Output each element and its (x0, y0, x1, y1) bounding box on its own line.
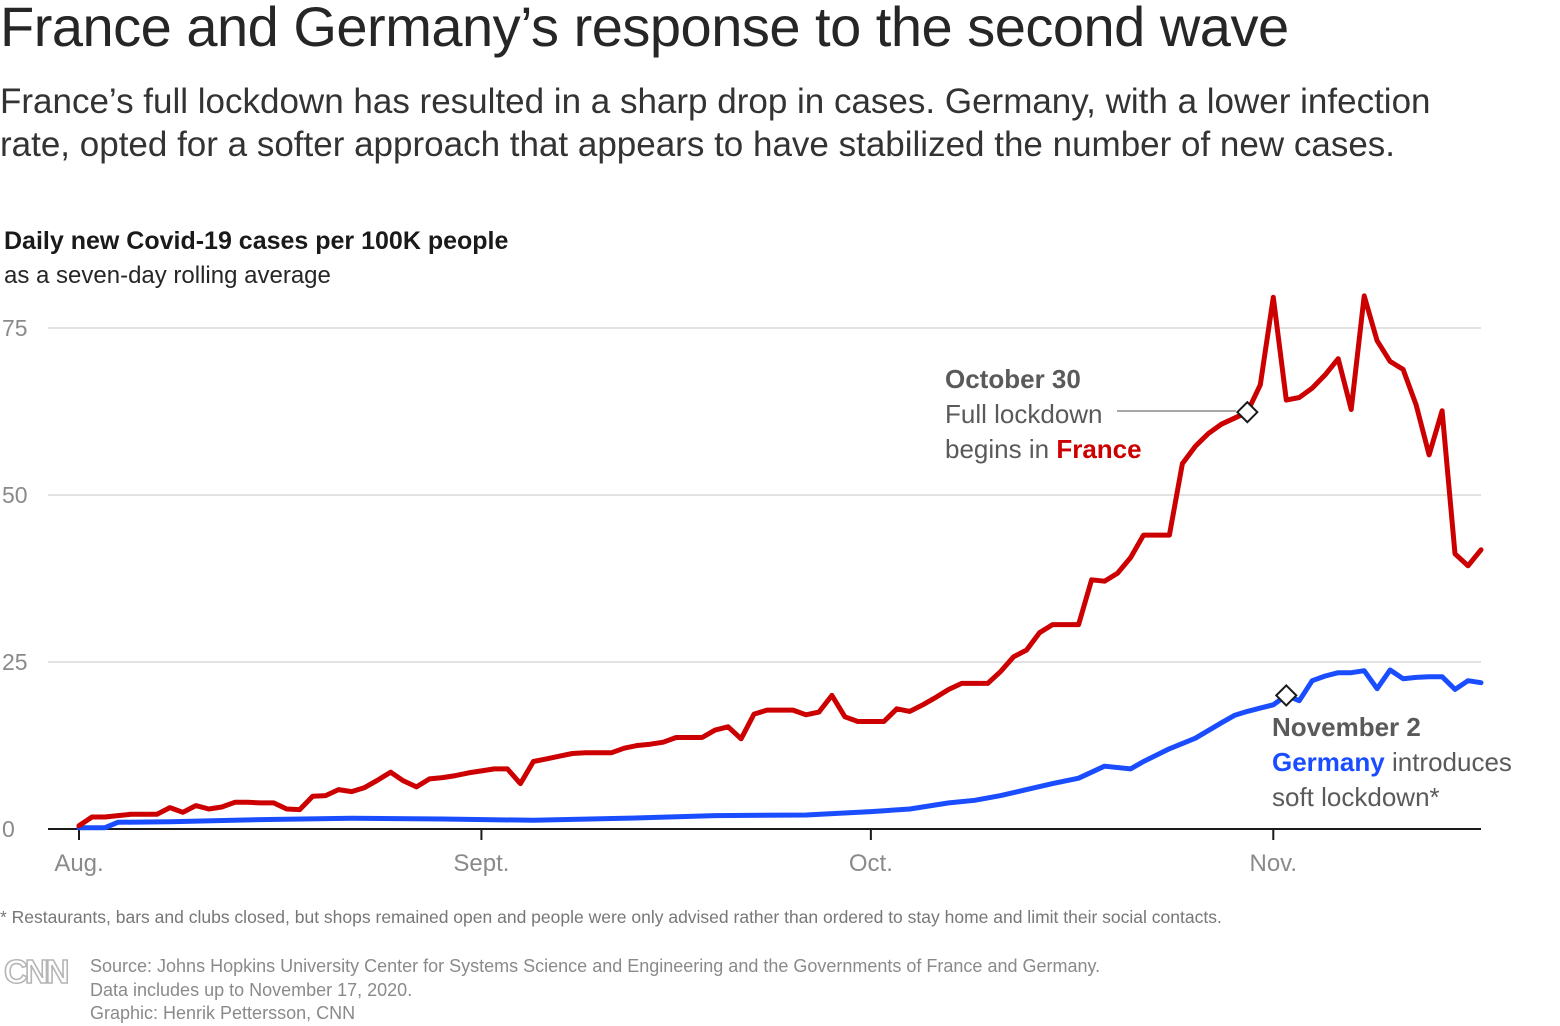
credit-line: Graphic: Henrik Pettersson, CNN (90, 1003, 356, 1023)
annotations: October 30 Full lockdown begins in Franc… (945, 364, 1512, 812)
x-tick-label: Sept. (453, 850, 509, 877)
data-note-line: Data includes up to November 17, 2020. (90, 979, 413, 1000)
page-subtitle: France’s full lockdown has resulted in a… (0, 82, 1431, 164)
gridlines: 0 25 50 75 (2, 315, 1481, 842)
france-annotation-country: France (1056, 434, 1141, 464)
source-line: Source: Johns Hopkins University Center … (90, 956, 1101, 976)
germany-annotation-line1: Germany introduces (1272, 747, 1512, 777)
event-markers (1235, 400, 1298, 707)
france-annotation-prefix: begins in (945, 434, 1056, 464)
germany-annotation-date: November 2 (1272, 712, 1421, 742)
y-tick-label: 75 (2, 315, 28, 341)
series-line-france (76, 293, 1484, 829)
cnn-logo: CNN (4, 955, 70, 987)
france-annotation-date: October 30 (945, 364, 1081, 394)
event-marker-1 (1274, 683, 1298, 707)
x-axis: Aug. Sept. Oct. Nov. (48, 828, 1481, 877)
y-tick-label: 50 (2, 482, 28, 508)
series-lines (76, 293, 1484, 831)
source-notes: Source: Johns Hopkins University Center … (90, 955, 1100, 1026)
france-annotation-line1: Full lockdown (945, 399, 1103, 429)
germany-annotation-suffix: introduces (1385, 747, 1512, 777)
germany-annotation-country: Germany (1272, 747, 1385, 777)
cnn-logo-text: CNN (4, 955, 68, 987)
x-tick-label: Aug. (54, 850, 103, 877)
chart-subtitle: as a seven-day rolling average (4, 262, 331, 289)
x-tick-label: Nov. (1250, 850, 1298, 877)
germany-annotation-line2: soft lockdown* (1272, 782, 1440, 812)
x-tick-label: Oct. (849, 850, 893, 877)
chart-title: Daily new Covid-19 cases per 100K people (4, 227, 509, 255)
y-tick-label: 0 (2, 816, 15, 842)
page-title: France and Germany’s response to the sec… (0, 0, 1289, 58)
france-annotation-line2: begins in France (945, 434, 1142, 464)
event-marker-0 (1235, 400, 1259, 424)
footnote: * Restaurants, bars and clubs closed, bu… (0, 907, 1222, 927)
series-line-germany (76, 667, 1484, 831)
y-tick-label: 25 (2, 649, 28, 675)
